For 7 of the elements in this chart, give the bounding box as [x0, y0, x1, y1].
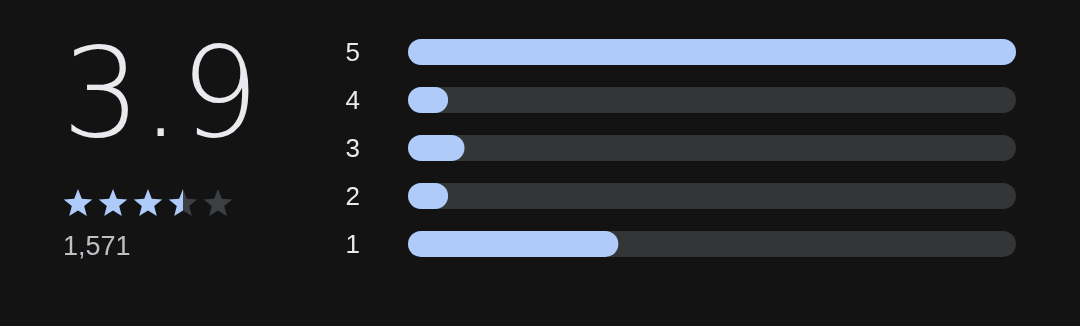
y-tick-label: 1: [345, 229, 360, 259]
y-tick-label: 3: [345, 133, 360, 163]
text: 3.9: [62, 20, 260, 167]
y-tick-label: 2: [345, 181, 360, 211]
y-tick-label: 5: [345, 37, 360, 67]
text: 1,571: [63, 230, 131, 262]
y-tick-label: 4: [345, 85, 360, 115]
